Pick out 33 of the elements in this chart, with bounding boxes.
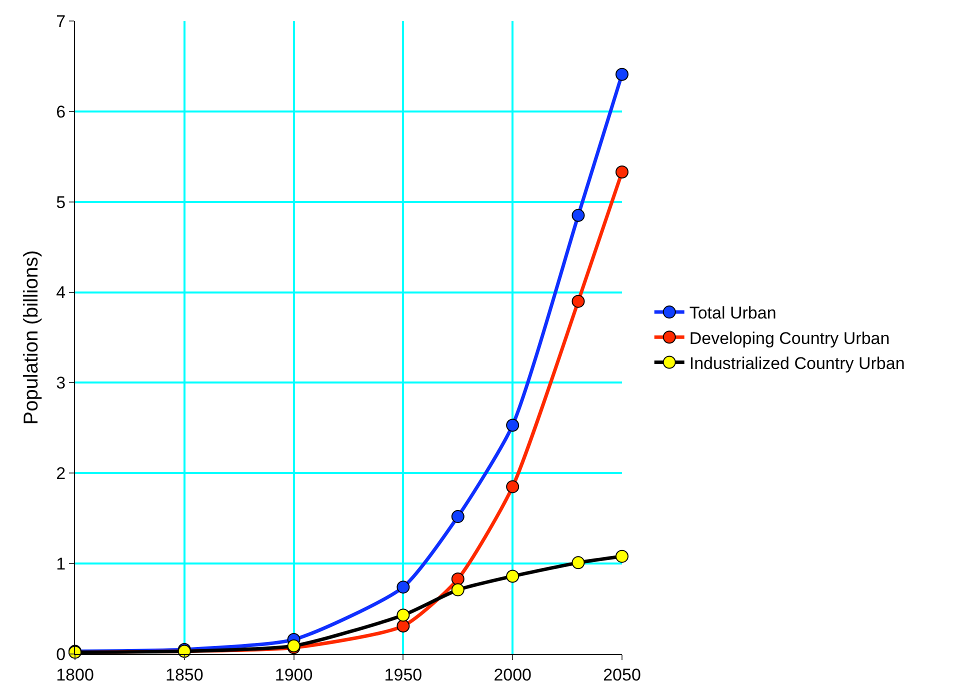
x-tick-label: 1850 <box>165 665 204 684</box>
point <box>572 294 585 308</box>
legend-label: Developing Country Urban <box>689 328 890 348</box>
x-tick-label: 1800 <box>56 665 94 684</box>
y-axis-title: Population (billions) <box>20 250 43 425</box>
legend-label: Total Urban <box>689 304 776 323</box>
point <box>506 418 520 432</box>
point <box>572 208 585 222</box>
x-tick-label: 1950 <box>384 665 422 684</box>
point <box>451 583 464 596</box>
point <box>451 510 464 524</box>
y-tick-label: 0 <box>56 644 66 664</box>
y-tick-label: 4 <box>56 283 66 302</box>
y-tick-label: 7 <box>56 12 66 31</box>
point <box>572 556 585 570</box>
y-tick-label: 5 <box>56 192 66 212</box>
point <box>616 68 628 81</box>
point <box>396 608 410 622</box>
point <box>396 619 410 632</box>
x-tick-label: 2000 <box>494 665 532 684</box>
y-tick-label: 6 <box>56 102 66 122</box>
y-tick-label: 1 <box>56 554 66 574</box>
y-tick-label: 2 <box>56 464 66 484</box>
point <box>616 550 628 563</box>
point <box>396 580 410 594</box>
point <box>451 572 464 586</box>
point <box>616 166 628 179</box>
point <box>506 570 520 583</box>
legend-label: Industrialized Country Urban <box>689 354 905 373</box>
x-tick-label: 2050 <box>603 665 641 684</box>
x-tick-label: 1900 <box>274 665 313 684</box>
point <box>506 480 520 494</box>
y-tick-label: 3 <box>56 374 66 393</box>
